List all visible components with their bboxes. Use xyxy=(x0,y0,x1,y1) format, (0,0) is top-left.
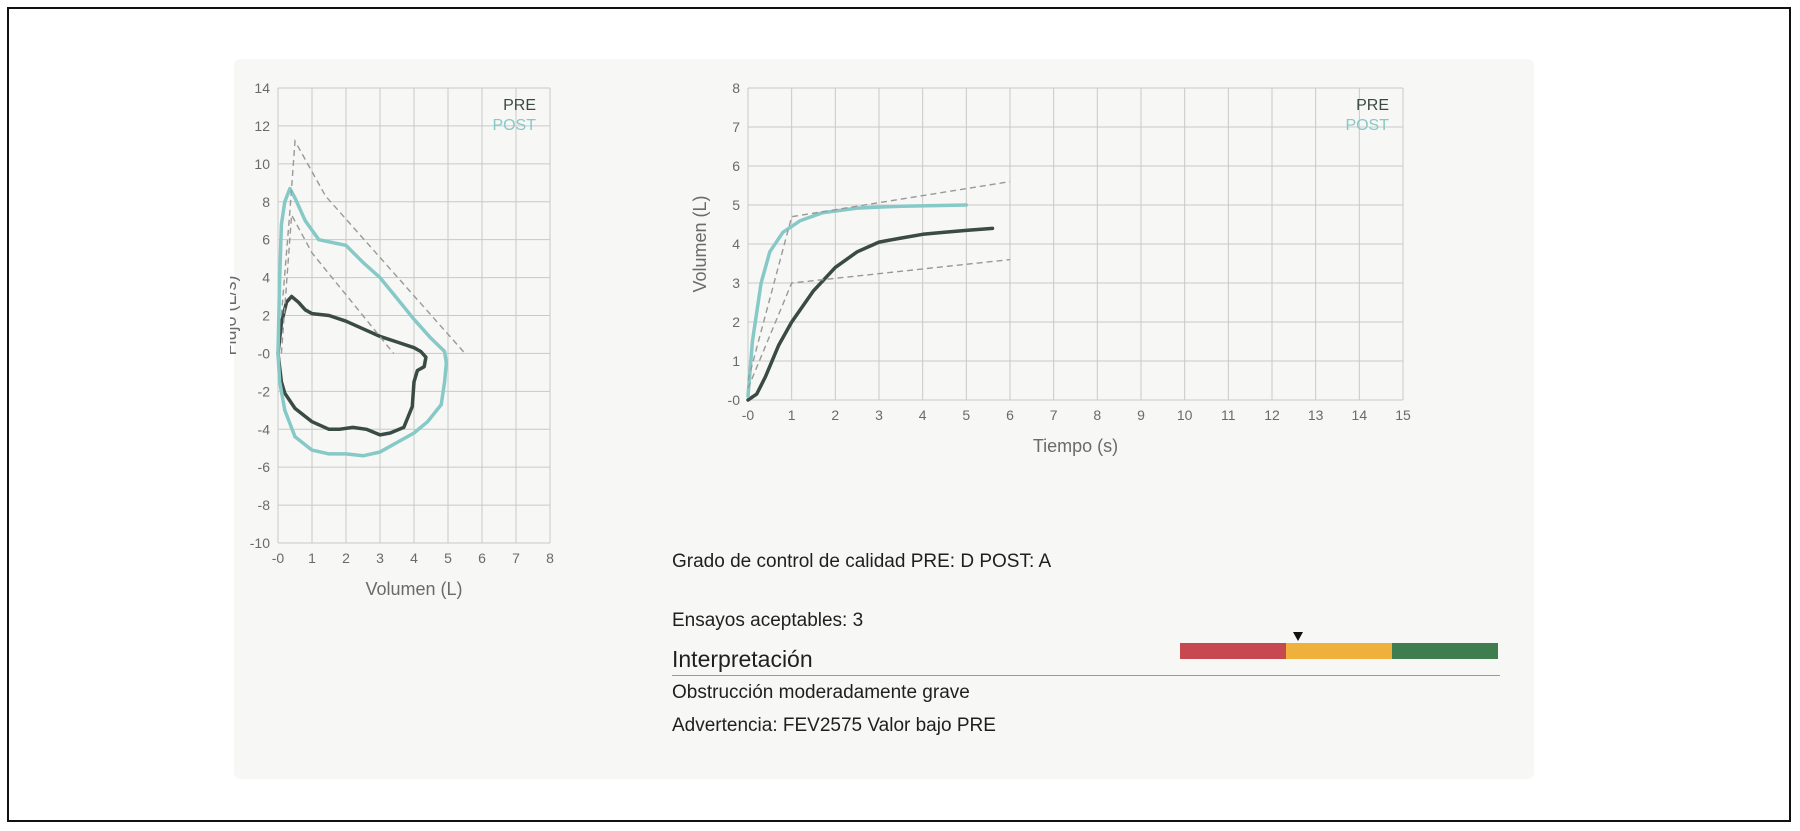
vol-y-tick-label: 8 xyxy=(732,80,740,96)
vol-series-pre xyxy=(746,226,995,402)
vol-x-tick-label: 7 xyxy=(1050,407,1058,423)
flow-y-tick-label: 10 xyxy=(254,156,270,172)
flow-x-tick-label: 3 xyxy=(376,550,384,566)
interpretation-title: Interpretación xyxy=(672,646,813,672)
severity-segment-red xyxy=(1180,643,1286,659)
flow-y-axis-label: Flujo (L/s) xyxy=(230,275,240,355)
vol-x-tick-label: 5 xyxy=(962,407,970,423)
flow-y-tick-label: -8 xyxy=(258,497,271,513)
flow-volume-chart: -0 1 2 3 4 5 6 7 81412108642-0-2-4-6-8-10Volumen… xyxy=(230,80,554,599)
vol-x-tick-label: 3 xyxy=(875,407,883,423)
flow-y-tick-label: 4 xyxy=(262,270,270,286)
flow-y-tick-label: -10 xyxy=(250,535,270,551)
flow-series-predicted xyxy=(280,212,395,354)
vol-x-tick-label: 12 xyxy=(1264,407,1280,423)
vol-x-tick-label: 6 xyxy=(1006,407,1014,423)
severity-segment-green xyxy=(1392,643,1498,659)
vol-x-tick-label: 13 xyxy=(1308,407,1324,423)
vol-x-tick-label: 9 xyxy=(1137,407,1145,423)
vol-y-tick-label: 3 xyxy=(732,275,740,291)
flow-y-tick-label: 14 xyxy=(254,80,270,96)
flow-x-tick-label: 6 xyxy=(478,550,486,566)
vol-legend-post: POST xyxy=(1345,117,1389,134)
flow-y-tick-label: -2 xyxy=(258,383,271,399)
severity-bar xyxy=(1180,643,1498,659)
flow-legend-post: POST xyxy=(492,117,536,134)
vol-x-tick-label: 2 xyxy=(831,407,839,423)
vol-series-post xyxy=(746,203,969,398)
vol-x-tick-label: 1 xyxy=(788,407,796,423)
flow-legend-pre: PRE xyxy=(503,97,536,114)
vol-x-tick-label: -0 xyxy=(742,407,755,423)
vol-y-tick-label: 6 xyxy=(732,158,740,174)
vol-x-tick-label: 8 xyxy=(1093,407,1101,423)
vol-y-tick-label: 5 xyxy=(732,197,740,213)
flow-x-tick-label: 1 xyxy=(308,550,316,566)
severity-segment-yellow xyxy=(1286,643,1392,659)
flow-y-tick-label: 8 xyxy=(262,194,270,210)
warning-text: Advertencia: FEV2575 Valor bajo PRE xyxy=(672,715,996,736)
vol-x-tick-label: 11 xyxy=(1221,407,1236,423)
flow-series-predicted xyxy=(280,138,466,354)
vol-y-tick-label: 2 xyxy=(732,314,740,330)
vol-legend-pre: PRE xyxy=(1356,97,1389,114)
vol-x-tick-label: 14 xyxy=(1352,407,1368,423)
severity-marker-icon xyxy=(1292,632,1303,641)
flow-x-tick-label: 5 xyxy=(444,550,452,566)
vol-y-tick-label: 4 xyxy=(732,236,740,252)
volume-time-chart: -0 1 2 3 4 5 6 7 8 9 10 11 12 13 14 1587654321-0Tiempo … xyxy=(690,80,1411,456)
vol-y-axis-label: Volumen (L) xyxy=(690,195,710,292)
interpretation-divider xyxy=(672,675,1500,676)
acceptable-trials-text: Ensayos aceptables: 3 xyxy=(672,610,864,631)
flow-x-axis-label: Volumen (L) xyxy=(365,579,462,599)
flow-x-tick-label: 8 xyxy=(546,550,554,566)
screenshot-frame xyxy=(7,7,1791,822)
flow-series-pre xyxy=(276,294,428,437)
vol-x-tick-label: 15 xyxy=(1395,407,1411,423)
flow-series-post xyxy=(276,186,449,458)
quality-grade-text: Grado de control de calidad PRE: D POST:… xyxy=(672,551,1052,572)
flow-x-tick-label: 4 xyxy=(410,550,418,566)
flow-x-tick-label: 7 xyxy=(512,550,520,566)
report-paper xyxy=(234,59,1534,779)
flow-y-tick-label: 12 xyxy=(254,118,270,134)
flow-x-tick-label: -0 xyxy=(272,550,285,566)
flow-y-tick-label: 6 xyxy=(262,232,270,248)
flow-y-tick-label: -0 xyxy=(258,345,271,361)
vol-y-tick-label: -0 xyxy=(728,392,741,408)
flow-y-tick-label: -6 xyxy=(258,459,271,475)
interpretation-result: Obstrucción moderadamente grave xyxy=(672,682,970,703)
vol-x-tick-label: 10 xyxy=(1177,407,1193,423)
flow-y-tick-label: 2 xyxy=(262,308,270,324)
flow-x-tick-label: 2 xyxy=(342,550,350,566)
vol-x-tick-label: 4 xyxy=(919,407,927,423)
vol-y-tick-label: 7 xyxy=(732,119,740,135)
vol-series-predicted xyxy=(747,258,1011,389)
vol-y-tick-label: 1 xyxy=(732,353,740,369)
vol-x-axis-label: Tiempo (s) xyxy=(1033,436,1118,456)
flow-y-tick-label: -4 xyxy=(258,421,271,437)
